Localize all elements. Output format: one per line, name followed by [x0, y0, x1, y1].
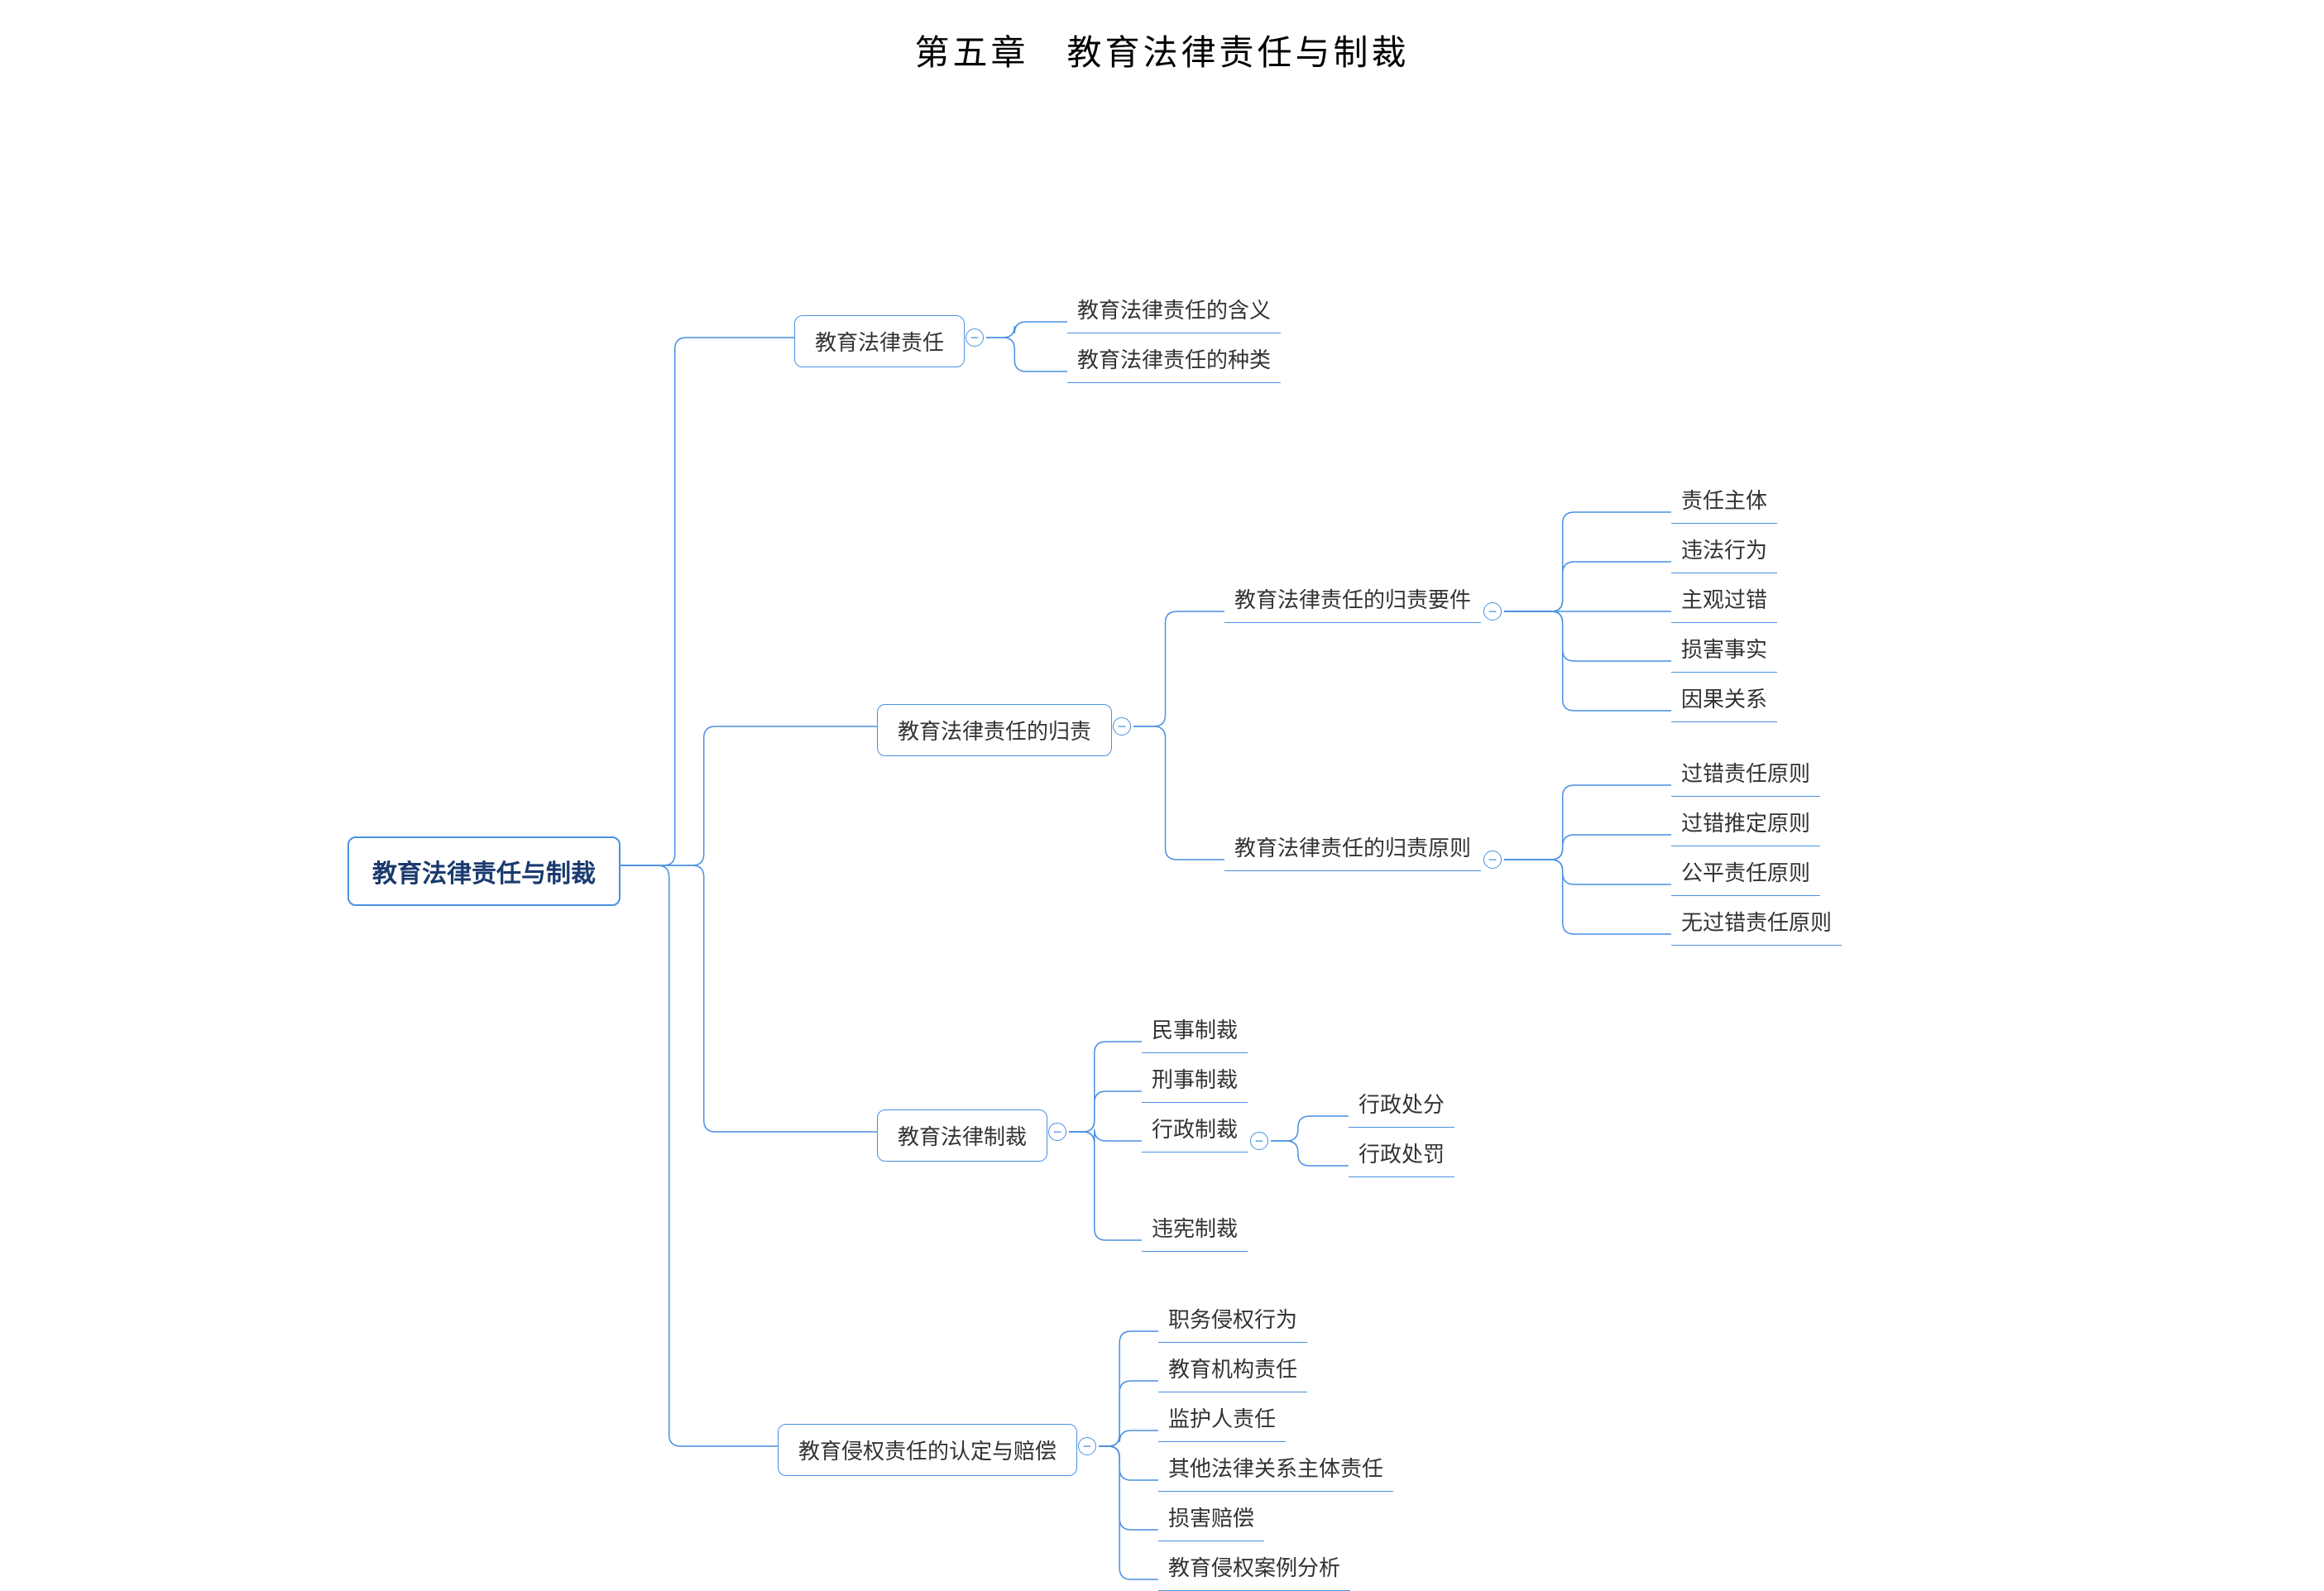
- leaf-a-0: 教育法律责任的含义: [1067, 290, 1281, 333]
- toggle-b[interactable]: −: [1113, 717, 1131, 736]
- leaf-c-0: 民事制裁: [1142, 1010, 1248, 1053]
- leaf-b-1-0: 过错责任原则: [1671, 754, 1820, 797]
- root-node: 教育法律责任与制裁: [347, 836, 621, 906]
- leaf-c-3: 违宪制裁: [1142, 1209, 1248, 1252]
- toggle-d[interactable]: −: [1078, 1437, 1096, 1455]
- leaf-b-0: 教育法律责任的归责要件: [1224, 580, 1481, 623]
- toggle-b-0[interactable]: −: [1483, 602, 1502, 621]
- leaf-b-1-3: 无过错责任原则: [1671, 903, 1842, 946]
- branch-d: 教育侵权责任的认定与赔偿: [778, 1424, 1077, 1476]
- leaf-c-1: 刑事制裁: [1142, 1060, 1248, 1103]
- leaf-b-0-4: 因果关系: [1671, 679, 1777, 722]
- leaf-d-0: 职务侵权行为: [1158, 1300, 1307, 1343]
- leaf-d-3: 其他法律关系主体责任: [1158, 1449, 1393, 1492]
- leaf-b-0-2: 主观过错: [1671, 580, 1777, 623]
- toggle-c-2[interactable]: −: [1250, 1132, 1268, 1150]
- leaf-b-1: 教育法律责任的归责原则: [1224, 828, 1481, 871]
- leaf-a-1: 教育法律责任的种类: [1067, 340, 1281, 383]
- leaf-d-5: 教育侵权案例分析: [1158, 1548, 1350, 1591]
- mindmap-canvas: 教育法律责任与制裁教育法律责任−教育法律责任的归责−教育法律制裁−教育侵权责任的…: [33, 175, 2291, 1581]
- leaf-d-2: 监护人责任: [1158, 1399, 1286, 1442]
- leaf-c-2: 行政制裁: [1142, 1109, 1248, 1153]
- page-title: 第五章 教育法律责任与制裁: [33, 25, 2291, 75]
- toggle-b-1[interactable]: −: [1483, 851, 1502, 869]
- leaf-b-1-2: 公平责任原则: [1671, 853, 1820, 896]
- leaf-b-0-0: 责任主体: [1671, 481, 1777, 524]
- leaf-c-2-0: 行政处分: [1349, 1085, 1454, 1128]
- branch-c: 教育法律制裁: [877, 1109, 1047, 1162]
- leaf-b-1-1: 过错推定原则: [1671, 803, 1820, 846]
- leaf-c-2-1: 行政处罚: [1349, 1134, 1454, 1177]
- toggle-a[interactable]: −: [966, 328, 984, 347]
- leaf-d-1: 教育机构责任: [1158, 1349, 1307, 1392]
- leaf-d-4: 损害赔偿: [1158, 1498, 1264, 1541]
- toggle-c[interactable]: −: [1048, 1123, 1066, 1141]
- leaf-b-0-3: 损害事实: [1671, 630, 1777, 673]
- branch-b: 教育法律责任的归责: [877, 704, 1112, 756]
- branch-a: 教育法律责任: [794, 315, 965, 367]
- leaf-b-0-1: 违法行为: [1671, 530, 1777, 573]
